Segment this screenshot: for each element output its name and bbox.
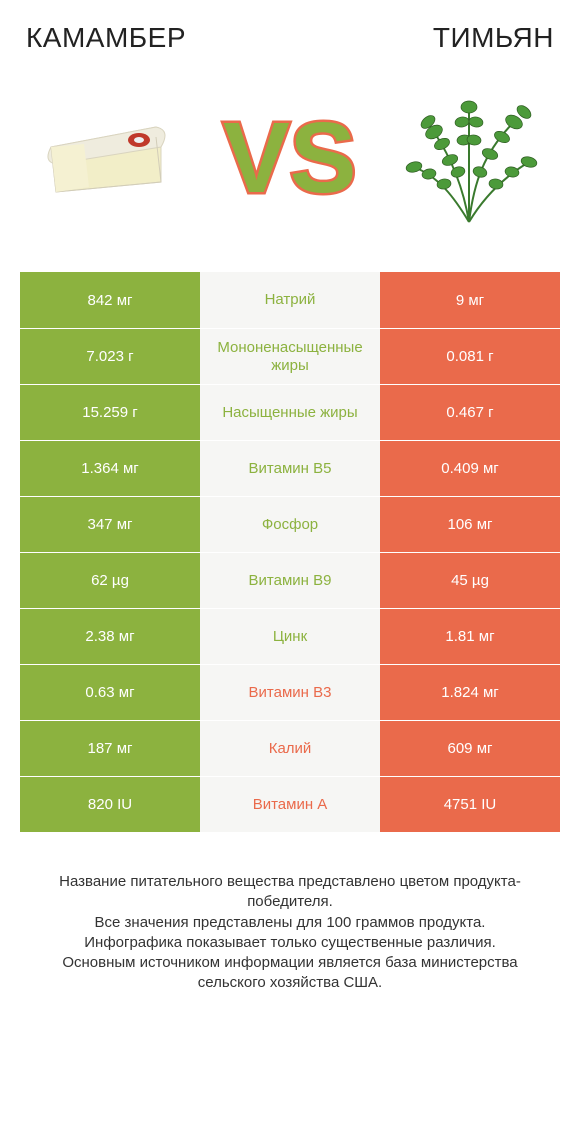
- titles-row: КАМАМБЕР ТИМЬЯН: [20, 22, 560, 72]
- cell-nutrient-label: Насыщенные жиры: [200, 385, 380, 440]
- cell-right-value: 45 µg: [380, 553, 560, 608]
- table-row: 15.259 гНасыщенные жиры0.467 г: [20, 384, 560, 440]
- table-row: 62 µgВитамин B945 µg: [20, 552, 560, 608]
- table-row: 1.364 мгВитамин B50.409 мг: [20, 440, 560, 496]
- table-row: 187 мгКалий609 мг: [20, 720, 560, 776]
- cell-nutrient-label: Калий: [200, 721, 380, 776]
- vs-label: VS: [223, 102, 356, 214]
- vs-icon: VS: [215, 97, 365, 217]
- cell-nutrient-label: Витамин B5: [200, 441, 380, 496]
- cell-right-value: 1.81 мг: [380, 609, 560, 664]
- cell-right-value: 0.409 мг: [380, 441, 560, 496]
- cell-nutrient-label: Витамин B9: [200, 553, 380, 608]
- title-right: ТИМЬЯН: [433, 22, 554, 54]
- camembert-icon: [26, 77, 196, 237]
- cell-left-value: 347 мг: [20, 497, 200, 552]
- cell-left-value: 7.023 г: [20, 329, 200, 384]
- cell-nutrient-label: Витамин B3: [200, 665, 380, 720]
- footnote-text: Название питательного вещества представл…: [20, 872, 560, 1014]
- cell-right-value: 0.081 г: [380, 329, 560, 384]
- table-row: 347 мгФосфор106 мг: [20, 496, 560, 552]
- images-row: VS: [20, 72, 560, 242]
- table-row: 0.63 мгВитамин B31.824 мг: [20, 664, 560, 720]
- cell-left-value: 15.259 г: [20, 385, 200, 440]
- table-row: 820 IUВитамин A4751 IU: [20, 776, 560, 832]
- comparison-table: 842 мгНатрий9 мг7.023 гМононенасыщенные …: [20, 272, 560, 832]
- table-row: 2.38 мгЦинк1.81 мг: [20, 608, 560, 664]
- thyme-icon: [384, 77, 554, 237]
- cell-right-value: 609 мг: [380, 721, 560, 776]
- cell-nutrient-label: Витамин A: [200, 777, 380, 832]
- cell-nutrient-label: Мононенасыщенные жиры: [200, 329, 380, 384]
- cell-right-value: 106 мг: [380, 497, 560, 552]
- table-row: 7.023 гМононенасыщенные жиры0.081 г: [20, 328, 560, 384]
- cell-left-value: 820 IU: [20, 777, 200, 832]
- cell-right-value: 1.824 мг: [380, 665, 560, 720]
- cell-left-value: 187 мг: [20, 721, 200, 776]
- cell-nutrient-label: Фосфор: [200, 497, 380, 552]
- cell-left-value: 62 µg: [20, 553, 200, 608]
- cell-nutrient-label: Цинк: [200, 609, 380, 664]
- cell-left-value: 842 мг: [20, 272, 200, 328]
- title-left: КАМАМБЕР: [26, 22, 186, 54]
- cell-right-value: 4751 IU: [380, 777, 560, 832]
- cell-right-value: 9 мг: [380, 272, 560, 328]
- cell-nutrient-label: Натрий: [200, 272, 380, 328]
- cell-left-value: 0.63 мг: [20, 665, 200, 720]
- cell-left-value: 2.38 мг: [20, 609, 200, 664]
- cell-left-value: 1.364 мг: [20, 441, 200, 496]
- table-row: 842 мгНатрий9 мг: [20, 272, 560, 328]
- cell-right-value: 0.467 г: [380, 385, 560, 440]
